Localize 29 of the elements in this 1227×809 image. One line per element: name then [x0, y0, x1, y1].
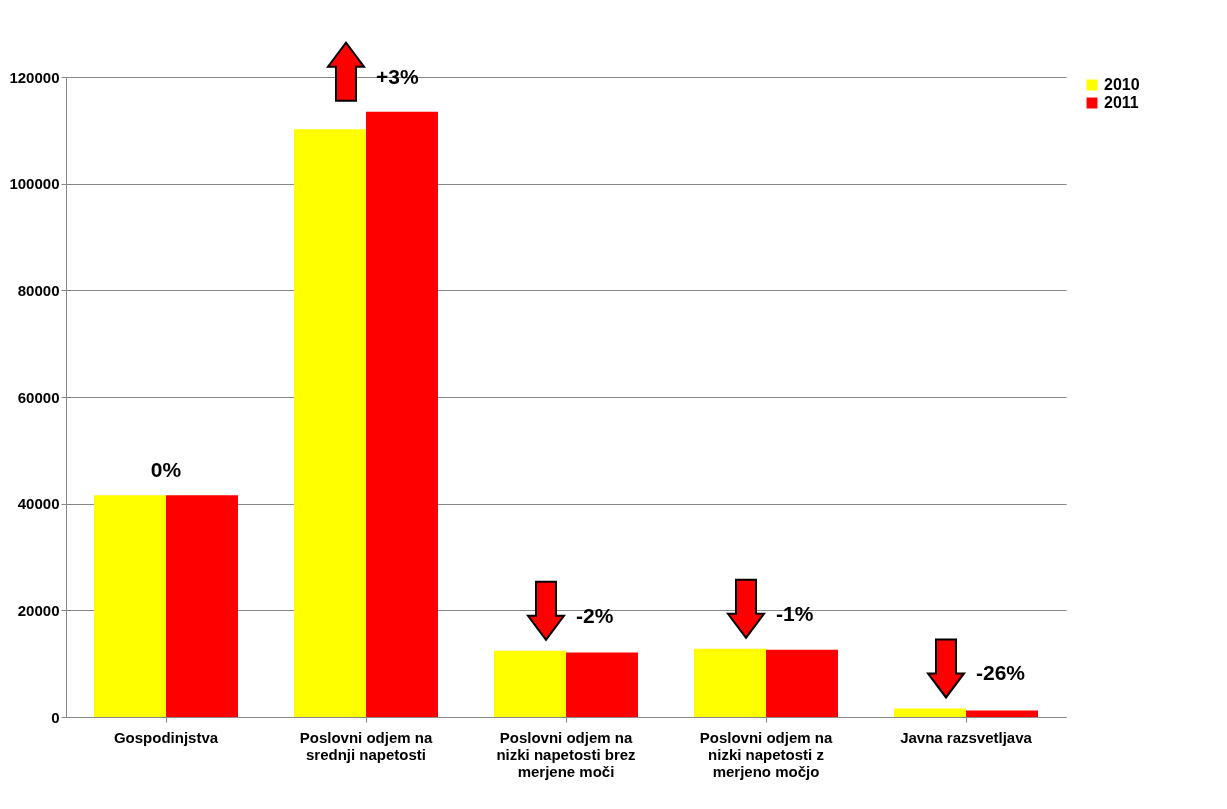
bar — [894, 708, 966, 717]
x-tick-label: Poslovni odjem na srednji napetosti — [299, 728, 433, 763]
x-tick-label: Gospodinjstva — [113, 728, 219, 746]
bar — [94, 495, 166, 717]
bar — [566, 652, 638, 717]
x-tick-label: Poslovni odjem na nizki napetosti z merjeno močjo — [699, 728, 833, 780]
x-tick-label: Javna razsvetljava — [900, 728, 1033, 746]
bar — [294, 129, 366, 717]
bar — [766, 649, 838, 717]
bar — [694, 648, 766, 717]
y-tick-label: 120000 — [9, 68, 60, 86]
legend-label: 2010 — [1104, 76, 1140, 93]
y-tick-label: 100000 — [9, 175, 60, 193]
bar — [166, 495, 238, 717]
bar — [494, 650, 566, 717]
annotation: 0% — [150, 458, 182, 482]
bar — [966, 710, 1038, 717]
x-tick-label: Poslovni odjem na nizki napetosti brez merjene moči — [496, 728, 636, 780]
annotation: -26% — [976, 661, 1026, 685]
annotation: -2% — [576, 603, 614, 627]
bar — [366, 111, 438, 717]
annotation: -1% — [776, 601, 814, 625]
y-tick-label: 80000 — [17, 281, 60, 299]
y-tick-label: 60000 — [17, 388, 60, 406]
legend-label: 2011 — [1104, 94, 1139, 111]
annotation: +3% — [376, 64, 419, 88]
y-tick-label: 0 — [51, 708, 60, 726]
y-tick-label: 20000 — [17, 601, 60, 619]
y-tick-label: 40000 — [17, 495, 60, 513]
